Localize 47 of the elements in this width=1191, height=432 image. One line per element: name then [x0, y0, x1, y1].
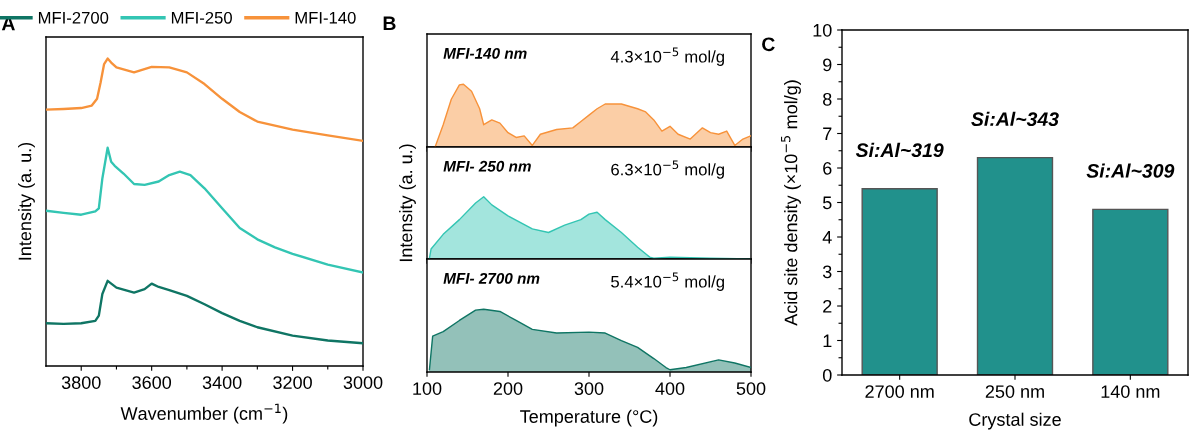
y-tick-label: 10 [813, 23, 832, 37]
y-tick-label: 7 [823, 127, 832, 141]
y-tick-label: 0 [822, 368, 832, 382]
y-tick-label: 5 [822, 196, 832, 210]
y-axis-title: Intensity (a. u.) [18, 142, 35, 260]
x-tick-label: 400 [655, 382, 685, 395]
text: MFI- 250 nm [443, 160, 531, 172]
legend-label: MFI-250 [171, 11, 232, 24]
x-tick-label: 140 nm [1101, 385, 1160, 398]
y-tick-label: 6 [823, 161, 832, 175]
y-tick-label: 2 [823, 299, 832, 313]
x-tick-label: 3400 [202, 376, 242, 389]
x-tick-label: 200 [493, 382, 523, 395]
x-tick-label: 3800 [61, 376, 101, 389]
x-tick-label: 100 [413, 382, 442, 395]
chart-title: B [383, 16, 396, 30]
y-axis-title: Acid site density (×10$^{−5}$ mol/g) [781, 80, 801, 326]
x-tick-label: 2700 nm [865, 385, 934, 398]
annotation: Si:Al~343 [971, 111, 1059, 127]
text: MFI-140 nm [443, 47, 527, 59]
x-tick-label: 3600 [132, 376, 172, 389]
y-tick-label: 9 [823, 58, 832, 72]
chart-title: C [762, 37, 775, 52]
x-axis-title: Wavenumber (cm$^{−1}$) [120, 403, 288, 424]
x-axis-title: Temperature (°C) [520, 409, 658, 427]
y-tick-label: 8 [823, 92, 832, 106]
x-tick-label: 250 nm [985, 385, 1044, 398]
text: 6.3×10$^{−5}$ mol/g [611, 160, 724, 179]
y-tick-label: 1 [823, 334, 832, 348]
x-axis-title: Crystal size [969, 412, 1061, 430]
text: MFI- 2700 nm [443, 272, 540, 284]
x-tick-label: 300 [574, 382, 604, 395]
bar [861, 188, 938, 375]
x-tick-label: 3200 [273, 376, 312, 389]
bar [976, 156, 1054, 375]
y-axis-title: Intensity (a. u.) [399, 144, 416, 262]
annotation: Si:Al~309 [1086, 163, 1175, 178]
text: 4.3×10$^{−5}$ mol/g [610, 47, 724, 66]
legend-label: MFI-140 [295, 11, 356, 24]
x-tick-label: 3000 [343, 376, 383, 389]
bar [1092, 208, 1169, 375]
y-tick-label: 4 [822, 231, 832, 244]
text: 5.4×10$^{−5}$ mol/g [611, 272, 724, 291]
y-tick-label: 3 [822, 265, 832, 279]
legend-label: MFI-2700 [38, 11, 109, 24]
x-tick-label: 500 [736, 382, 766, 395]
annotation: Si:Al~319 [855, 142, 944, 158]
